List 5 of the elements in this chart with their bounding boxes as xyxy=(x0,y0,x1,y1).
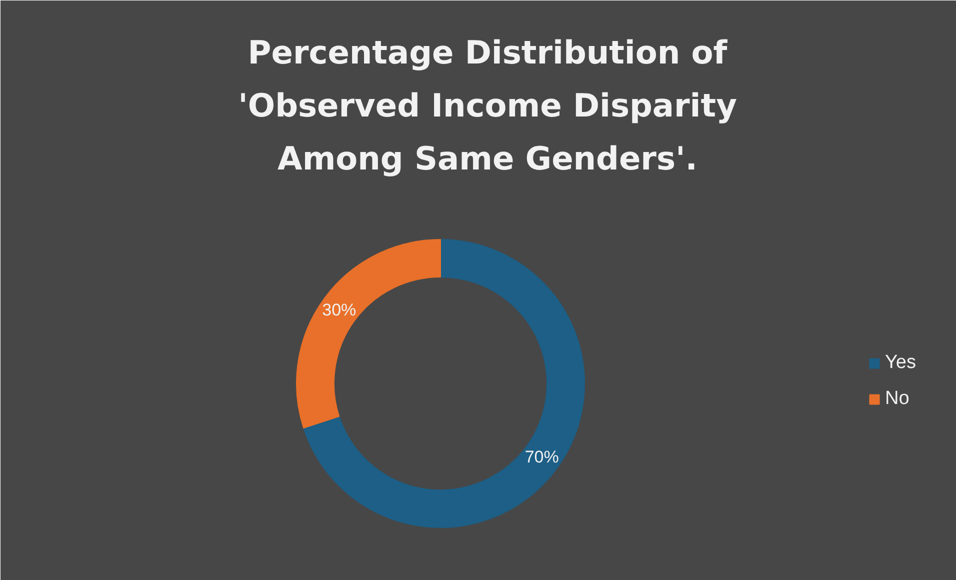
legend-label: Yes xyxy=(885,352,916,374)
data-label: 30% xyxy=(322,300,356,320)
legend-label: No xyxy=(885,388,910,410)
data-label: 70% xyxy=(524,448,559,467)
chart-title: Percentage Distribution of 'Observed Income Disparity Among Same Genders'. xyxy=(238,34,738,178)
